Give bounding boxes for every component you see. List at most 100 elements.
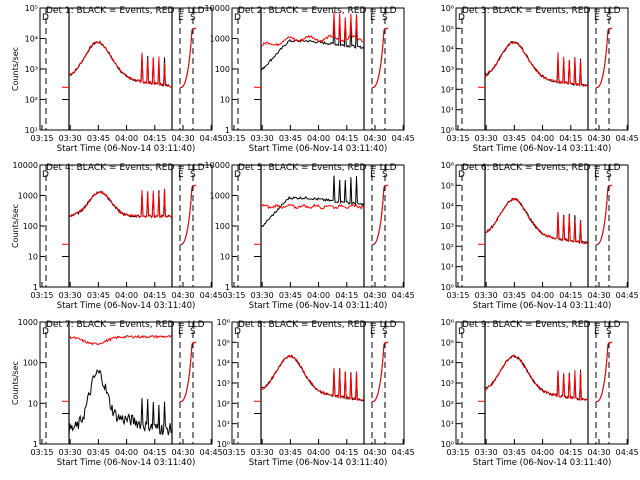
y-tick-label: 100 xyxy=(23,222,38,231)
y-tick-label: 10⁵ xyxy=(441,338,454,347)
x-tick-label: 04:30 xyxy=(363,134,386,143)
chart-title: Det 5: BLACK = Events, RED = LLD xyxy=(238,163,397,173)
x-tick-label: 04:00 xyxy=(531,134,554,143)
x-tick-label: 03:45 xyxy=(279,291,302,300)
y-tick-label: 10¹ xyxy=(441,106,454,115)
x-tick-label: 04:00 xyxy=(115,134,138,143)
marker-label: E xyxy=(178,13,184,23)
marker-label: E xyxy=(370,327,376,337)
x-tick-label: 03:30 xyxy=(251,291,274,300)
chart-title: Det 9: BLACK = Events, RED = LLD xyxy=(462,320,621,330)
x-tick-label: 03:45 xyxy=(87,448,110,457)
x-tick-label: 03:30 xyxy=(59,134,82,143)
x-tick-label: 04:30 xyxy=(171,134,194,143)
y-tick-label: 10⁰ xyxy=(441,440,454,449)
x-axis-label: Start Time (06-Nov-14 03:11:40) xyxy=(249,458,388,468)
marker-label: S xyxy=(382,327,388,337)
x-tick-label: 04:30 xyxy=(171,291,194,300)
x-axis-label: Start Time (06-Nov-14 03:11:40) xyxy=(57,458,196,468)
chart-title: Det 4: BLACK = Events, RED = LLD xyxy=(46,163,205,173)
x-tick-label: 03:45 xyxy=(87,134,110,143)
marker-label: E xyxy=(178,170,184,180)
x-tick-label: 04:45 xyxy=(616,134,639,143)
x-tick-label: 03:15 xyxy=(30,291,53,300)
y-tick-label: 10³ xyxy=(441,379,454,388)
plot-frame xyxy=(231,164,405,288)
series-line-events-post xyxy=(179,27,197,88)
y-tick-label: 10³ xyxy=(217,379,230,388)
series-line-lld-post xyxy=(595,27,613,88)
series-line-events xyxy=(260,175,365,228)
y-tick-label: 10² xyxy=(441,242,454,251)
series-line-lld-post xyxy=(179,184,197,245)
chart-panel-1: Det 1: BLACK = Events, RED = LLD 10¹ 10² 10… xyxy=(11,4,223,154)
chart-panel-6: Det 6: BLACK = Events, RED = LLD 10⁰ 10¹ 10… xyxy=(441,161,639,311)
y-tick-label: 10⁶ xyxy=(441,161,454,170)
series-line-events xyxy=(68,40,173,88)
x-tick-label: 03:15 xyxy=(446,291,469,300)
marker-label: E xyxy=(370,170,376,180)
x-tick-label: 03:15 xyxy=(222,448,245,457)
chart-panel-7: Det 7: BLACK = Events, RED = LLD 1 10 100 10… xyxy=(11,318,223,468)
marker-label: S xyxy=(190,13,196,23)
series-line-lld xyxy=(484,197,589,245)
marker-label: D xyxy=(42,13,49,23)
series-line-events-post xyxy=(179,184,197,245)
series-line-lld xyxy=(68,334,173,346)
y-tick-label: 10² xyxy=(25,96,38,105)
plot-frame xyxy=(39,7,213,131)
x-tick-label: 04:15 xyxy=(143,291,166,300)
series-line-lld xyxy=(260,354,365,402)
x-tick-label: 04:30 xyxy=(587,291,610,300)
x-tick-label: 04:30 xyxy=(363,448,386,457)
x-tick-label: 04:15 xyxy=(559,291,582,300)
y-tick-label: 10⁴ xyxy=(25,35,38,44)
x-tick-label: 03:15 xyxy=(30,448,53,457)
x-tick-label: 04:00 xyxy=(307,448,330,457)
series-line-lld xyxy=(260,11,365,47)
x-tick-label: 04:15 xyxy=(143,448,166,457)
marker-label: D xyxy=(234,170,241,180)
x-axis-label: Start Time (06-Nov-14 03:11:40) xyxy=(473,458,612,468)
marker-label: S xyxy=(606,170,612,180)
x-tick-label: 03:45 xyxy=(279,134,302,143)
x-tick-label: 03:30 xyxy=(59,291,82,300)
x-tick-label: 03:45 xyxy=(503,291,526,300)
y-tick-label: 10² xyxy=(441,85,454,94)
y-tick-label: 10000 xyxy=(13,161,38,170)
chart-panel-4: Det 4: BLACK = Events, RED = LLD 1 10 100 10… xyxy=(11,161,223,311)
y-tick-label: 10² xyxy=(217,399,230,408)
marker-label: S xyxy=(606,13,612,23)
series-line-events xyxy=(260,354,365,402)
y-tick-label: 10⁴ xyxy=(217,359,230,368)
marker-label: S xyxy=(606,327,612,337)
marker-label: D xyxy=(458,327,465,337)
y-tick-label: 10⁴ xyxy=(441,202,454,211)
y-tick-label: 10⁴ xyxy=(441,45,454,54)
y-tick-label: 10 xyxy=(220,253,230,262)
chart-panel-2: Det 2: BLACK = Events, RED = LLD 1 10 100 10… xyxy=(205,4,415,154)
y-axis-label: Counts/sec xyxy=(11,204,20,248)
x-tick-label: 04:45 xyxy=(200,448,223,457)
x-tick-label: 03:45 xyxy=(279,448,302,457)
marker-label: D xyxy=(234,13,241,23)
x-tick-label: 03:15 xyxy=(222,134,245,143)
x-tick-label: 03:30 xyxy=(251,448,274,457)
x-tick-label: 04:45 xyxy=(616,291,639,300)
x-tick-label: 04:15 xyxy=(335,134,358,143)
x-tick-label: 04:30 xyxy=(587,134,610,143)
series-line-lld-post xyxy=(371,341,389,402)
chart-panel-8: Det 8: BLACK = Events, RED = LLD 10⁰ 10¹ 10… xyxy=(217,318,415,468)
x-axis-label: Start Time (06-Nov-14 03:11:40) xyxy=(473,144,612,154)
y-tick-label: 1000 xyxy=(18,318,38,327)
x-tick-label: 04:00 xyxy=(531,291,554,300)
y-tick-label: 1000 xyxy=(18,192,38,201)
y-tick-label: 10⁶ xyxy=(441,318,454,327)
x-tick-label: 04:00 xyxy=(115,448,138,457)
x-tick-label: 04:30 xyxy=(587,448,610,457)
series-line-lld-post xyxy=(371,184,389,245)
y-tick-label: 10⁵ xyxy=(441,181,454,190)
series-line-lld xyxy=(484,354,589,402)
y-tick-label: 10³ xyxy=(441,65,454,74)
x-tick-label: 04:45 xyxy=(616,448,639,457)
